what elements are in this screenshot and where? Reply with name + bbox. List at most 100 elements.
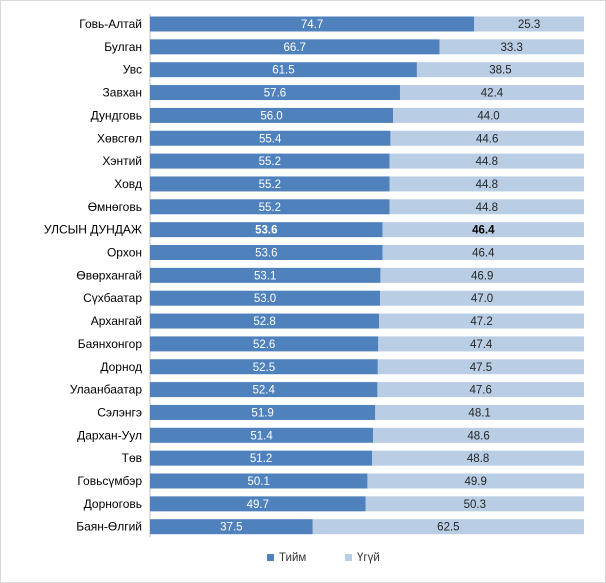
bar-no-row-8 — [389, 199, 584, 215]
bar-yes-row-19 — [150, 450, 373, 466]
data-label-no-row-13: 47.2 — [470, 316, 492, 328]
bar-yes-row-1 — [150, 39, 440, 55]
bar-yes-row-16 — [150, 382, 378, 398]
bar-no-row-15 — [377, 359, 584, 375]
bar-yes-row-18 — [150, 427, 374, 443]
bar-yes-row-11 — [150, 267, 381, 283]
data-label-yes-row-20: 50.1 — [248, 476, 270, 488]
data-label-yes-row-2: 61.5 — [272, 65, 294, 77]
category-label-row-14: Баянхонгор — [78, 337, 143, 351]
data-label-yes-row-18: 51.4 — [250, 430, 273, 442]
data-label-yes-row-17: 51.9 — [251, 407, 273, 419]
bar-no-row-3 — [399, 85, 584, 101]
data-label-yes-row-14: 52.6 — [253, 339, 275, 351]
category-label-row-19: Төв — [122, 451, 142, 465]
legend-swatch-no — [345, 554, 352, 561]
data-label-no-row-3: 42.4 — [481, 88, 504, 100]
category-label-row-11: Өвөрхангай — [76, 268, 142, 282]
bar-yes-row-0 — [150, 16, 475, 32]
data-label-no-row-15: 47.5 — [470, 362, 492, 374]
data-label-yes-row-9: 53.6 — [255, 225, 277, 237]
data-label-yes-row-19: 51.2 — [250, 453, 272, 465]
bar-no-row-18 — [373, 427, 584, 443]
bar-no-row-19 — [372, 450, 584, 466]
bar-yes-row-4 — [150, 107, 394, 123]
bar-no-row-11 — [380, 267, 584, 283]
category-label-row-9: УЛСЫН ДУНДАЖ — [44, 223, 142, 237]
bar-no-row-0 — [474, 16, 584, 32]
category-label-row-1: Булган — [104, 40, 142, 54]
data-label-no-row-5: 44.6 — [476, 133, 498, 145]
bar-yes-row-21 — [150, 496, 366, 512]
bar-yes-row-22 — [150, 519, 313, 535]
category-label-row-21: Дорноговь — [84, 497, 142, 511]
data-label-yes-row-0: 74.7 — [301, 19, 323, 31]
category-label-row-7: Ховд — [114, 177, 142, 191]
data-label-no-row-20: 49.9 — [465, 476, 487, 488]
data-label-no-row-22: 62.5 — [437, 522, 459, 534]
data-label-no-row-19: 48.8 — [467, 453, 489, 465]
legend-swatch-yes — [267, 554, 274, 561]
bar-no-row-5 — [390, 130, 584, 146]
bar-no-row-22 — [312, 519, 584, 535]
bar-yes-row-12 — [150, 290, 381, 306]
data-label-yes-row-15: 52.5 — [253, 362, 275, 374]
data-label-no-row-1: 33.3 — [501, 42, 523, 54]
category-label-row-8: Өмнөговь — [88, 200, 142, 214]
data-label-no-row-2: 38.5 — [489, 65, 511, 77]
bar-no-row-10 — [382, 245, 584, 260]
category-label-row-4: Дундговь — [91, 108, 142, 122]
bar-no-row-6 — [389, 153, 584, 169]
bar-no-row-7 — [389, 176, 584, 192]
category-label-row-22: Баян-Өлгий — [76, 520, 142, 534]
legend-label-yes: Тийм — [279, 552, 306, 564]
data-label-no-row-9: 46.4 — [472, 225, 495, 237]
data-label-no-row-7: 44.8 — [476, 179, 498, 191]
bar-yes-row-13 — [150, 313, 380, 329]
bar-no-row-1 — [439, 39, 584, 55]
bar-no-row-4 — [393, 107, 584, 123]
bar-no-row-16 — [377, 382, 584, 398]
data-label-no-row-17: 48.1 — [468, 407, 490, 419]
legend-label-no: Үгүй — [357, 552, 380, 564]
bar-no-row-17 — [375, 404, 584, 420]
data-label-yes-row-16: 52.4 — [253, 385, 276, 397]
bar-yes-row-2 — [150, 62, 417, 78]
data-label-no-row-4: 44.0 — [477, 110, 499, 122]
data-label-no-row-0: 25.3 — [518, 19, 540, 31]
bar-no-row-9 — [382, 222, 584, 238]
data-label-yes-row-3: 57.6 — [264, 88, 286, 100]
bar-yes-row-9 — [150, 222, 383, 238]
bar-yes-row-20 — [150, 473, 368, 489]
data-label-yes-row-4: 56.0 — [260, 110, 282, 122]
category-label-row-16: Улаанбаатар — [70, 383, 143, 397]
data-label-yes-row-7: 55.2 — [259, 179, 281, 191]
data-label-yes-row-22: 37.5 — [220, 522, 242, 534]
category-label-row-5: Хөвсгөл — [97, 131, 142, 145]
data-label-yes-row-13: 52.8 — [253, 316, 275, 328]
data-label-no-row-11: 46.9 — [471, 270, 493, 282]
bar-yes-row-14 — [150, 336, 379, 352]
category-label-row-20: Говьсүмбэр — [77, 474, 142, 488]
category-label-row-18: Дархан-Уул — [77, 428, 142, 442]
category-label-row-2: Увс — [123, 63, 142, 77]
category-label-row-3: Завхан — [103, 86, 142, 100]
category-label-row-17: Сэлэнгэ — [97, 405, 142, 419]
bar-yes-row-8 — [150, 199, 390, 215]
bar-no-row-14 — [378, 336, 584, 352]
data-label-no-row-14: 47.4 — [470, 339, 493, 351]
bar-yes-row-7 — [150, 176, 390, 192]
data-label-yes-row-1: 66.7 — [284, 42, 306, 54]
category-label-row-6: Хэнтий — [102, 154, 142, 168]
data-label-no-row-10: 46.4 — [472, 248, 495, 260]
data-label-yes-row-8: 55.2 — [259, 202, 281, 214]
category-label-row-0: Говь-Алтай — [79, 17, 142, 31]
data-label-no-row-21: 50.3 — [464, 499, 486, 511]
bar-yes-row-5 — [150, 130, 391, 146]
bar-no-row-13 — [379, 313, 584, 329]
data-label-yes-row-12: 53.0 — [254, 293, 276, 305]
bar-no-row-12 — [380, 290, 584, 306]
data-label-yes-row-21: 49.7 — [247, 499, 269, 511]
